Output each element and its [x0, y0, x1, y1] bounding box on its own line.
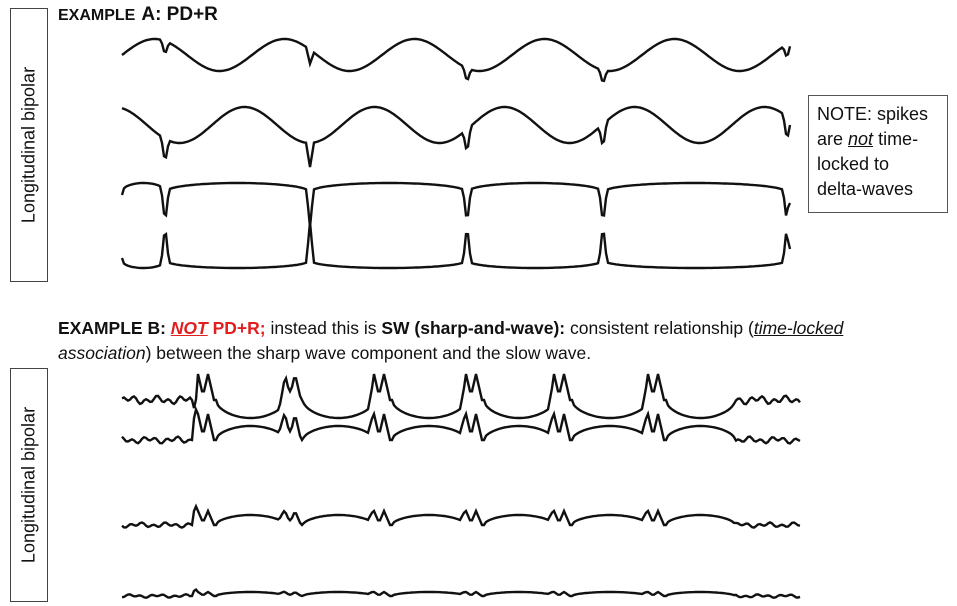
caption-part: PD+R;: [207, 318, 266, 338]
side-label: Longitudinal bipolar: [18, 66, 39, 224]
caption-part: SW (sharp-and-wave):: [381, 318, 566, 338]
note-part: NOTE: spikes are: [817, 104, 929, 149]
title-part: A: PD+R: [141, 4, 218, 25]
trace: [121, 588, 801, 600]
trace: [120, 181, 792, 228]
caption-part: consistent relationship (: [565, 318, 754, 338]
trace: [120, 221, 792, 270]
caption-part: instead this is: [265, 318, 382, 338]
note-part: time-locked to delta-waves: [817, 129, 919, 199]
title: EXAMPLE A: PD+R: [58, 4, 218, 26]
caption-part: association: [58, 343, 146, 363]
title-part: EXAMPLE: [58, 7, 136, 24]
side-label: Longitudinal bipolar: [18, 406, 39, 564]
caption: EXAMPLE B: NOT PD+R; instead this is SW …: [58, 316, 908, 366]
caption-part: time-locked: [753, 318, 844, 338]
trace: [121, 405, 801, 445]
trace: [121, 37, 792, 83]
note-part: not: [848, 129, 874, 149]
trace: [121, 105, 792, 168]
caption-part: ) between the sharp wave component and t…: [145, 343, 592, 363]
trace: [121, 373, 801, 420]
note: NOTE: spikes are not time-locked to delt…: [808, 95, 948, 213]
caption-part: EXAMPLE B:: [58, 318, 171, 338]
trace: [121, 503, 801, 529]
caption-part: NOT: [170, 318, 208, 338]
side-box: Longitudinal bipolar: [10, 8, 48, 282]
side-box: Longitudinal bipolar: [10, 368, 48, 602]
